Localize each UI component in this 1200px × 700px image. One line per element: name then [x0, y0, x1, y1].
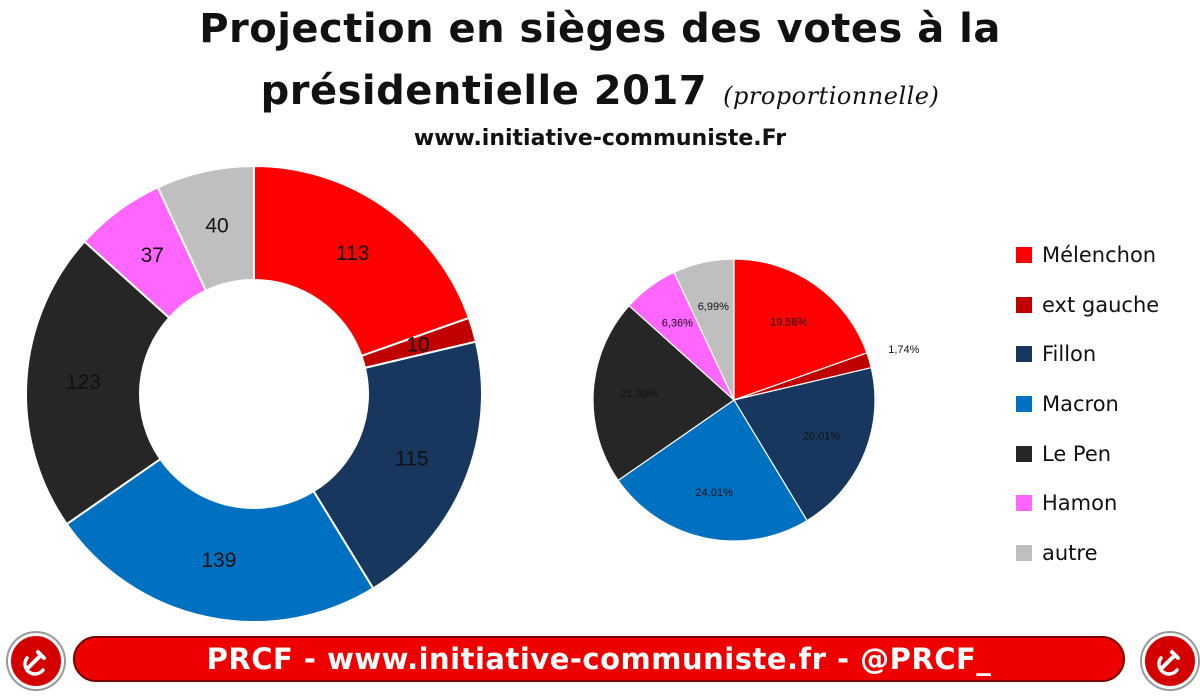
legend-item-le-pen: Le Pen — [1016, 429, 1159, 479]
donut-label-autre: 40 — [205, 215, 228, 238]
footer-banner: PRCF - www.initiative-communiste.fr - @P… — [73, 636, 1125, 682]
legend: Mélenchon ext gauche Fillon Macron Le Pen Ham… — [1016, 230, 1159, 578]
pie-label-autre: 6,99% — [698, 301, 729, 313]
hammer-sickle-icon — [8, 633, 64, 689]
donut-label-ext-gauche: 10 — [406, 333, 429, 356]
legend-swatch — [1016, 495, 1032, 512]
pie-label-le-pen: 21,30% — [621, 388, 659, 400]
donut-slice-melenchon — [253, 164, 471, 358]
donut-slice-fillon — [312, 340, 483, 590]
legend-item-fillon: Fillon — [1016, 329, 1159, 379]
legend-item-ext-gauche: ext gauche — [1016, 280, 1159, 330]
pie-label-ext-gauche: 1,74% — [888, 344, 919, 356]
chart-subtitle: (proportionnelle) — [723, 82, 940, 110]
legend-label: Hamon — [1042, 491, 1118, 516]
pie-slice-le-pen — [592, 304, 735, 482]
legend-swatch — [1016, 445, 1032, 462]
legend-swatch — [1016, 346, 1032, 363]
donut-label-macron: 139 — [201, 549, 236, 572]
legend-item-macron: Macron — [1016, 379, 1159, 429]
chart-title-year: présidentielle 2017 — [260, 68, 708, 114]
donut-slice-le-pen — [25, 240, 171, 526]
donut-label-melenchon: 113 — [336, 242, 369, 265]
pie-slice-autre — [673, 258, 735, 401]
pie-slice-melenchon — [733, 258, 868, 401]
legend-label: Le Pen — [1042, 441, 1112, 466]
legend-label: Mélenchon — [1042, 242, 1157, 267]
donut-slice-autre — [156, 164, 255, 292]
footer-banner-text: PRCF - www.initiative-communiste.fr - @P… — [206, 642, 992, 676]
chart-title-line-2: présidentielle 2017 (proportionnelle) — [0, 68, 1200, 114]
legend-item-melenchon: Mélenchon — [1016, 230, 1159, 280]
chart-title-line-1: Projection en sièges des votes à la — [199, 6, 1001, 52]
pie-label-hamon: 6,36% — [662, 318, 693, 330]
donut-slice-macron — [65, 457, 375, 623]
legend-item-autre: autre — [1016, 528, 1159, 578]
hammer-sickle-icon — [1142, 633, 1198, 689]
legend-swatch — [1016, 246, 1032, 263]
donut-label-fillon: 115 — [395, 447, 428, 470]
donut-label-le-pen: 123 — [66, 371, 101, 394]
legend-label: autre — [1042, 540, 1098, 565]
legend-label: ext gauche — [1042, 292, 1160, 317]
website-caption: www.initiative-communiste.Fr — [413, 126, 787, 151]
pie-label-macron: 24,01% — [696, 487, 734, 499]
donut-label-hamon: 37 — [141, 244, 164, 267]
legend-item-hamon: Hamon — [1016, 478, 1159, 528]
legend-label: Macron — [1042, 391, 1119, 416]
legend-swatch — [1016, 296, 1032, 313]
pie-label-fillon: 20,01% — [803, 431, 841, 443]
legend-label: Fillon — [1042, 342, 1097, 367]
pie-slice-macron — [617, 399, 808, 542]
legend-swatch — [1016, 395, 1032, 412]
pie-slice-fillon — [733, 366, 876, 522]
pie-label-melenchon: 19,58% — [770, 316, 808, 328]
legend-swatch — [1016, 544, 1032, 561]
